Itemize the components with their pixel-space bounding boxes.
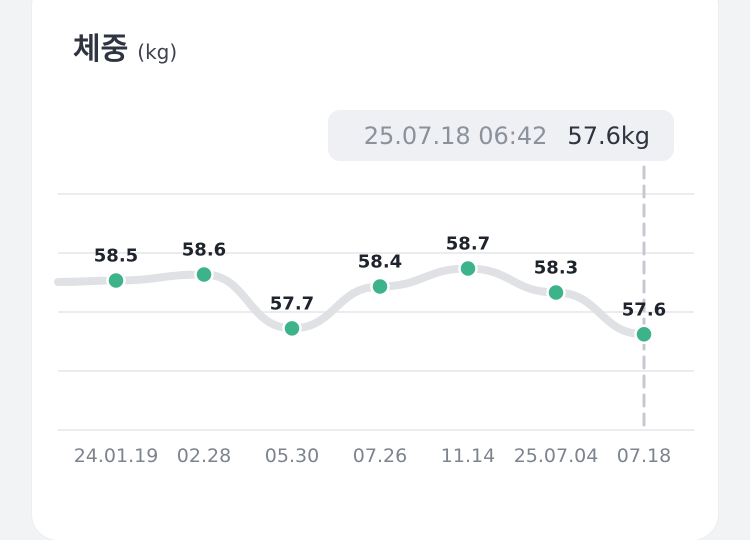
data-points[interactable] [106,258,654,345]
tooltip-datetime: 25.07.18 06:42 [363,121,548,150]
x-axis-tick-label: 24.01.19 [74,445,159,467]
grid-lines [58,193,694,431]
weight-line-chart[interactable]: 58.5 58.6 57.7 58.4 58.7 58.3 57.6 24.01.19 02.… [0,0,750,521]
data-label: 58.4 [358,251,402,272]
x-axis-tick-label: 11.14 [441,445,495,467]
title-unit: (kg) [137,40,178,64]
x-axis-labels: 24.01.19 02.28 05.30 07.26 11.14 25.07.04 07.1… [74,445,672,467]
chart-title: 체중 (kg) [73,24,177,68]
data-labels: 58.5 58.6 57.7 58.4 58.7 58.3 57.6 [94,234,666,321]
x-axis-tick-label: 02.28 [177,445,231,467]
data-label: 57.7 [270,293,314,314]
data-point[interactable] [194,264,214,285]
data-point[interactable] [106,270,126,291]
weight-card [32,0,718,540]
tooltip-value: 57.6kg [567,121,650,150]
x-axis-tick-label: 05.30 [265,445,319,467]
data-label: 57.6 [622,299,666,320]
data-point[interactable] [546,282,566,303]
selected-point-tooltip: 25.07.18 06:42 57.6kg [328,110,674,161]
title-text: 체중 [73,32,129,67]
data-point[interactable] [370,276,390,297]
x-axis-tick-label: 25.07.04 [514,445,599,467]
data-label: 58.5 [94,245,138,266]
x-axis-tick-label: 07.18 [617,445,671,467]
data-label: 58.6 [182,240,226,261]
data-point[interactable] [282,318,302,339]
data-label: 58.3 [534,257,578,278]
data-point[interactable] [634,324,654,345]
data-label: 58.7 [446,234,490,255]
data-point[interactable] [458,258,478,279]
x-axis-tick-label: 07.26 [353,445,407,467]
